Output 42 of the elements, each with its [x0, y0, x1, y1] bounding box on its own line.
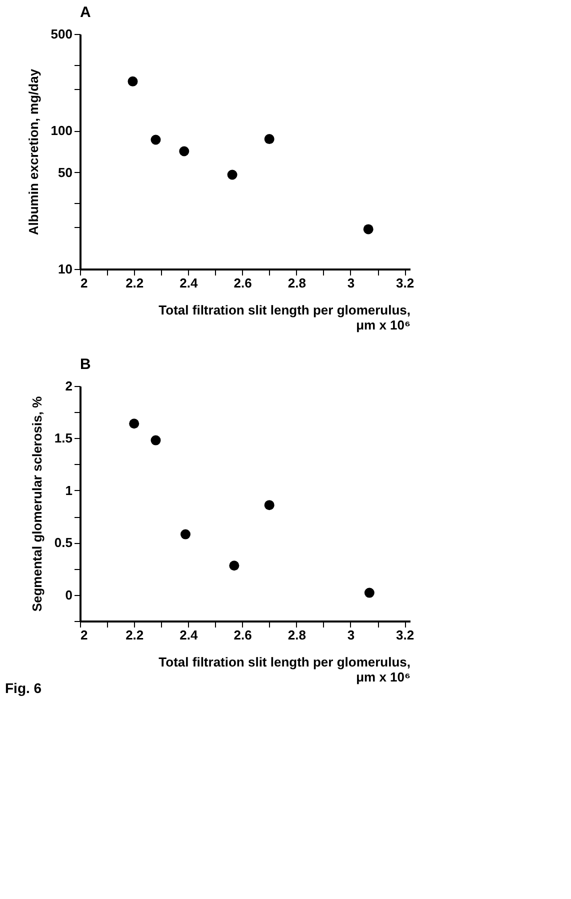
x-tick-label: 2.2	[126, 276, 144, 290]
x-tick-label: 2.6	[234, 628, 252, 642]
x-tick-label: 3.2	[396, 628, 414, 642]
y-tick-label: 1.5	[54, 430, 72, 446]
x-tick-label: 3	[347, 276, 355, 290]
x-tick-label: 2.6	[234, 276, 252, 290]
x-tick-label: 3	[347, 628, 355, 642]
chart-title: A	[80, 4, 91, 21]
point	[264, 500, 274, 510]
x-tick-label: 2.2	[126, 628, 144, 642]
x-tick-label: 2.4	[180, 628, 198, 642]
point	[363, 224, 374, 234]
y-tick-label: 1	[65, 482, 72, 498]
x-tick-label: 2.8	[288, 276, 306, 290]
x-axis-title: Total filtration slit length per glomerulus, μm x 10⁶	[158, 654, 411, 684]
chart-title: B	[80, 356, 91, 373]
y-axis-title: Segmental glomerular sclerosis, %	[29, 396, 44, 612]
x-tick-label: 3.2	[396, 276, 414, 290]
point	[264, 134, 274, 144]
point	[128, 76, 138, 86]
point	[180, 529, 190, 540]
x-axis-title: Total filtration slit length per glomerulus, μm x 10⁶	[158, 302, 411, 332]
y-axis-title: Albumin excretion, mg/day	[26, 68, 41, 236]
x-tick-label: 2	[80, 628, 88, 642]
point	[364, 588, 374, 598]
x-tick-label: 2	[80, 276, 88, 290]
y-tick-label: 50	[58, 164, 72, 180]
point	[229, 560, 240, 571]
y-tick-label: 2	[65, 378, 72, 394]
x-tick-label: 2.4	[180, 276, 198, 290]
y-tick-label: 500	[50, 26, 72, 42]
y-tick-label: 0.5	[54, 535, 72, 550]
point	[227, 170, 238, 180]
x-tick-label: 2.8	[288, 628, 306, 642]
point	[150, 134, 161, 145]
y-tick-label: 100	[50, 123, 72, 138]
point	[179, 146, 190, 156]
point	[129, 418, 140, 429]
y-tick-label: 10	[58, 262, 72, 276]
point	[150, 435, 161, 446]
y-tick-label: 0	[65, 587, 72, 602]
caption: Fig. 6	[5, 680, 42, 696]
